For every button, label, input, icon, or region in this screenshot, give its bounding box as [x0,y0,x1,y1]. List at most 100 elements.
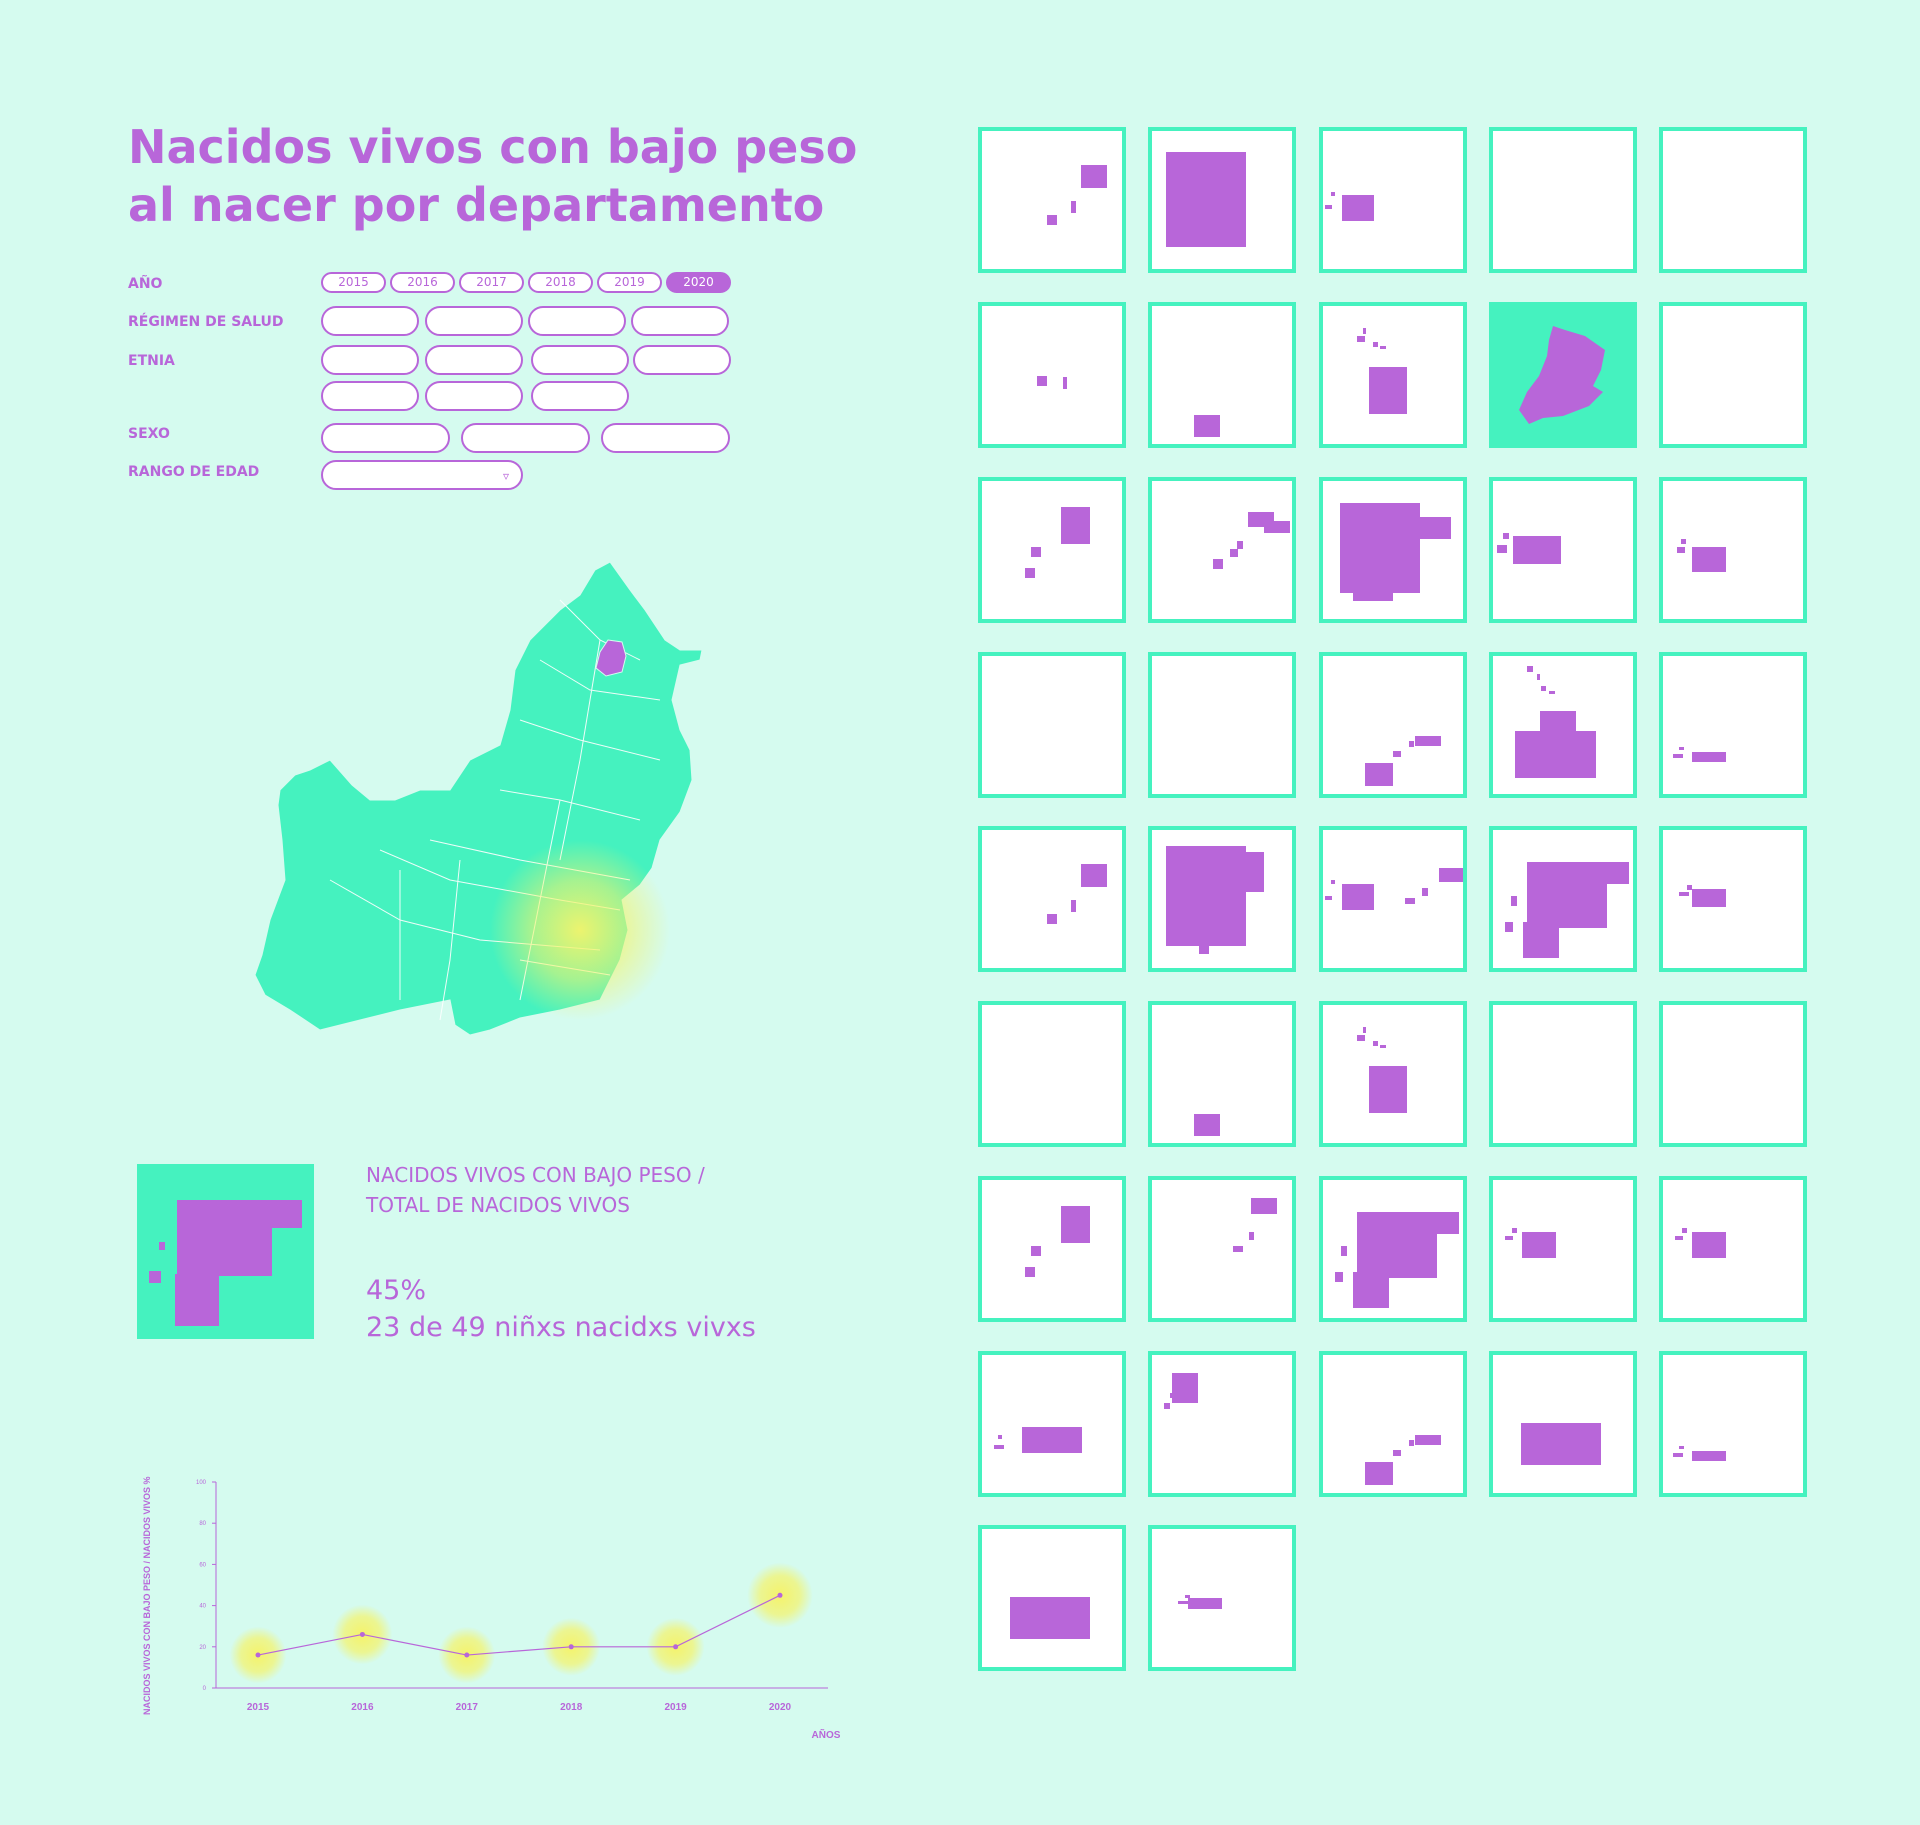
data-point[interactable] [255,1652,261,1658]
year-pill-2016[interactable]: 2016 [390,272,455,293]
department-thumbnail[interactable] [1319,1351,1467,1497]
department-thumbnail[interactable] [978,1176,1126,1322]
sexo-option[interactable] [321,423,450,453]
sexo-option[interactable] [601,423,730,453]
x-tick-label: 2019 [664,1702,687,1713]
thumbnail-shape [1357,336,1365,342]
thumbnail-shape [1025,1267,1035,1277]
data-point[interactable] [777,1592,783,1598]
y-tick-label: 20 [199,1645,206,1651]
thumbnail-shape [1677,547,1685,553]
department-thumbnail[interactable] [1659,127,1807,273]
department-thumbnail[interactable] [1489,826,1637,972]
thumbnail-shape [1010,1597,1090,1639]
thumbnail-shape [1047,215,1057,225]
etnia-option[interactable] [531,345,629,375]
page-title: Nacidos vivos con bajo peso al nacer por… [128,120,858,232]
department-thumbnail[interactable] [1489,1351,1637,1497]
etnia-option[interactable] [321,381,419,411]
department-thumbnail[interactable] [978,477,1126,623]
trend-chart: NACIDOS VIVOS CON BAJO PESO / NACIDOS VI… [142,1476,841,1741]
department-thumbnail[interactable] [978,1525,1126,1671]
department-thumbnail[interactable] [1319,652,1467,798]
department-thumbnail[interactable] [1148,127,1296,273]
thumbnail-shape [1081,864,1107,887]
department-thumbnail[interactable] [978,1001,1126,1147]
thumbnail-shape [1353,581,1393,601]
department-thumbnail[interactable] [1148,652,1296,798]
etnia-option[interactable] [531,381,629,411]
etnia-option[interactable] [425,345,523,375]
thumbnail-shape [1503,533,1509,539]
year-pill-2019[interactable]: 2019 [597,272,662,293]
stat-title-line2: TOTAL DE NACIDOS VIVOS [366,1193,630,1217]
year-pill-2020[interactable]: 2020 [666,272,731,293]
department-thumbnail[interactable] [1148,826,1296,972]
thumbnail-shape [1512,1228,1517,1233]
thumbnail-shape [1194,415,1220,437]
department-thumbnail[interactable] [1319,1001,1467,1147]
thumbnail-shape [1325,205,1332,209]
department-thumbnail[interactable] [1489,1001,1637,1147]
thumbnail-shape [1405,898,1415,904]
data-point[interactable] [673,1644,679,1650]
regimen-option[interactable] [425,306,523,336]
department-thumbnail[interactable] [1659,826,1807,972]
department-thumbnail[interactable] [1659,1351,1807,1497]
department-thumbnail[interactable] [978,302,1126,448]
thumbnail-shape [1409,1440,1414,1446]
thumbnail-shape [1439,868,1463,882]
department-thumbnail[interactable] [1659,1001,1807,1147]
data-point[interactable] [568,1644,574,1650]
department-thumbnail[interactable] [1319,1176,1467,1322]
year-pill-2017[interactable]: 2017 [459,272,524,293]
department-thumbnail[interactable] [1489,652,1637,798]
y-tick-label: 40 [199,1604,206,1610]
thumbnail-shape [1369,1066,1407,1113]
edad-filter-label: RANGO DE EDAD [128,464,260,480]
regimen-option[interactable] [528,306,626,336]
department-thumbnail[interactable] [1148,1525,1296,1671]
department-thumbnail[interactable] [1148,1351,1296,1497]
department-thumbnail[interactable] [1319,302,1467,448]
year-pill-2018[interactable]: 2018 [528,272,593,293]
thumbnail-shape [1373,1041,1378,1046]
department-thumbnail[interactable] [1148,1001,1296,1147]
etnia-option[interactable] [425,381,523,411]
department-thumbnail[interactable] [1659,1176,1807,1322]
thumbnail-shape [1199,942,1209,954]
department-thumbnail[interactable] [1319,127,1467,273]
department-thumbnail[interactable] [1489,477,1637,623]
department-thumbnail[interactable] [978,1351,1126,1497]
department-thumbnail[interactable] [978,127,1126,273]
department-thumbnail-selected[interactable] [1489,302,1637,448]
thumbnail-shape [1025,568,1035,578]
department-thumbnail[interactable] [1319,826,1467,972]
selected-region-legend [137,1164,314,1339]
regimen-option[interactable] [631,306,729,336]
department-thumbnail[interactable] [1148,477,1296,623]
etnia-option[interactable] [321,345,419,375]
department-thumbnail[interactable] [978,652,1126,798]
regimen-option[interactable] [321,306,419,336]
etnia-option[interactable] [633,345,731,375]
thumbnail-shape [1249,1232,1254,1240]
thumbnail-shape [1335,1272,1343,1282]
department-thumbnail[interactable] [978,826,1126,972]
department-thumbnail[interactable] [1489,1176,1637,1322]
department-thumbnail[interactable] [1148,1176,1296,1322]
thumbnail-shape [1342,195,1374,221]
department-thumbnail[interactable] [1148,302,1296,448]
thumbnail-shape [1541,686,1546,691]
edad-dropdown[interactable]: ▿ [321,460,523,490]
thumbnail-shape [1521,1423,1601,1465]
department-thumbnail[interactable] [1659,652,1807,798]
department-thumbnail[interactable] [1659,477,1807,623]
year-pill-2015[interactable]: 2015 [321,272,386,293]
sexo-option[interactable] [461,423,590,453]
data-point[interactable] [359,1631,365,1637]
data-point[interactable] [464,1652,470,1658]
department-thumbnail[interactable] [1319,477,1467,623]
department-thumbnail[interactable] [1659,302,1807,448]
department-thumbnail[interactable] [1489,127,1637,273]
